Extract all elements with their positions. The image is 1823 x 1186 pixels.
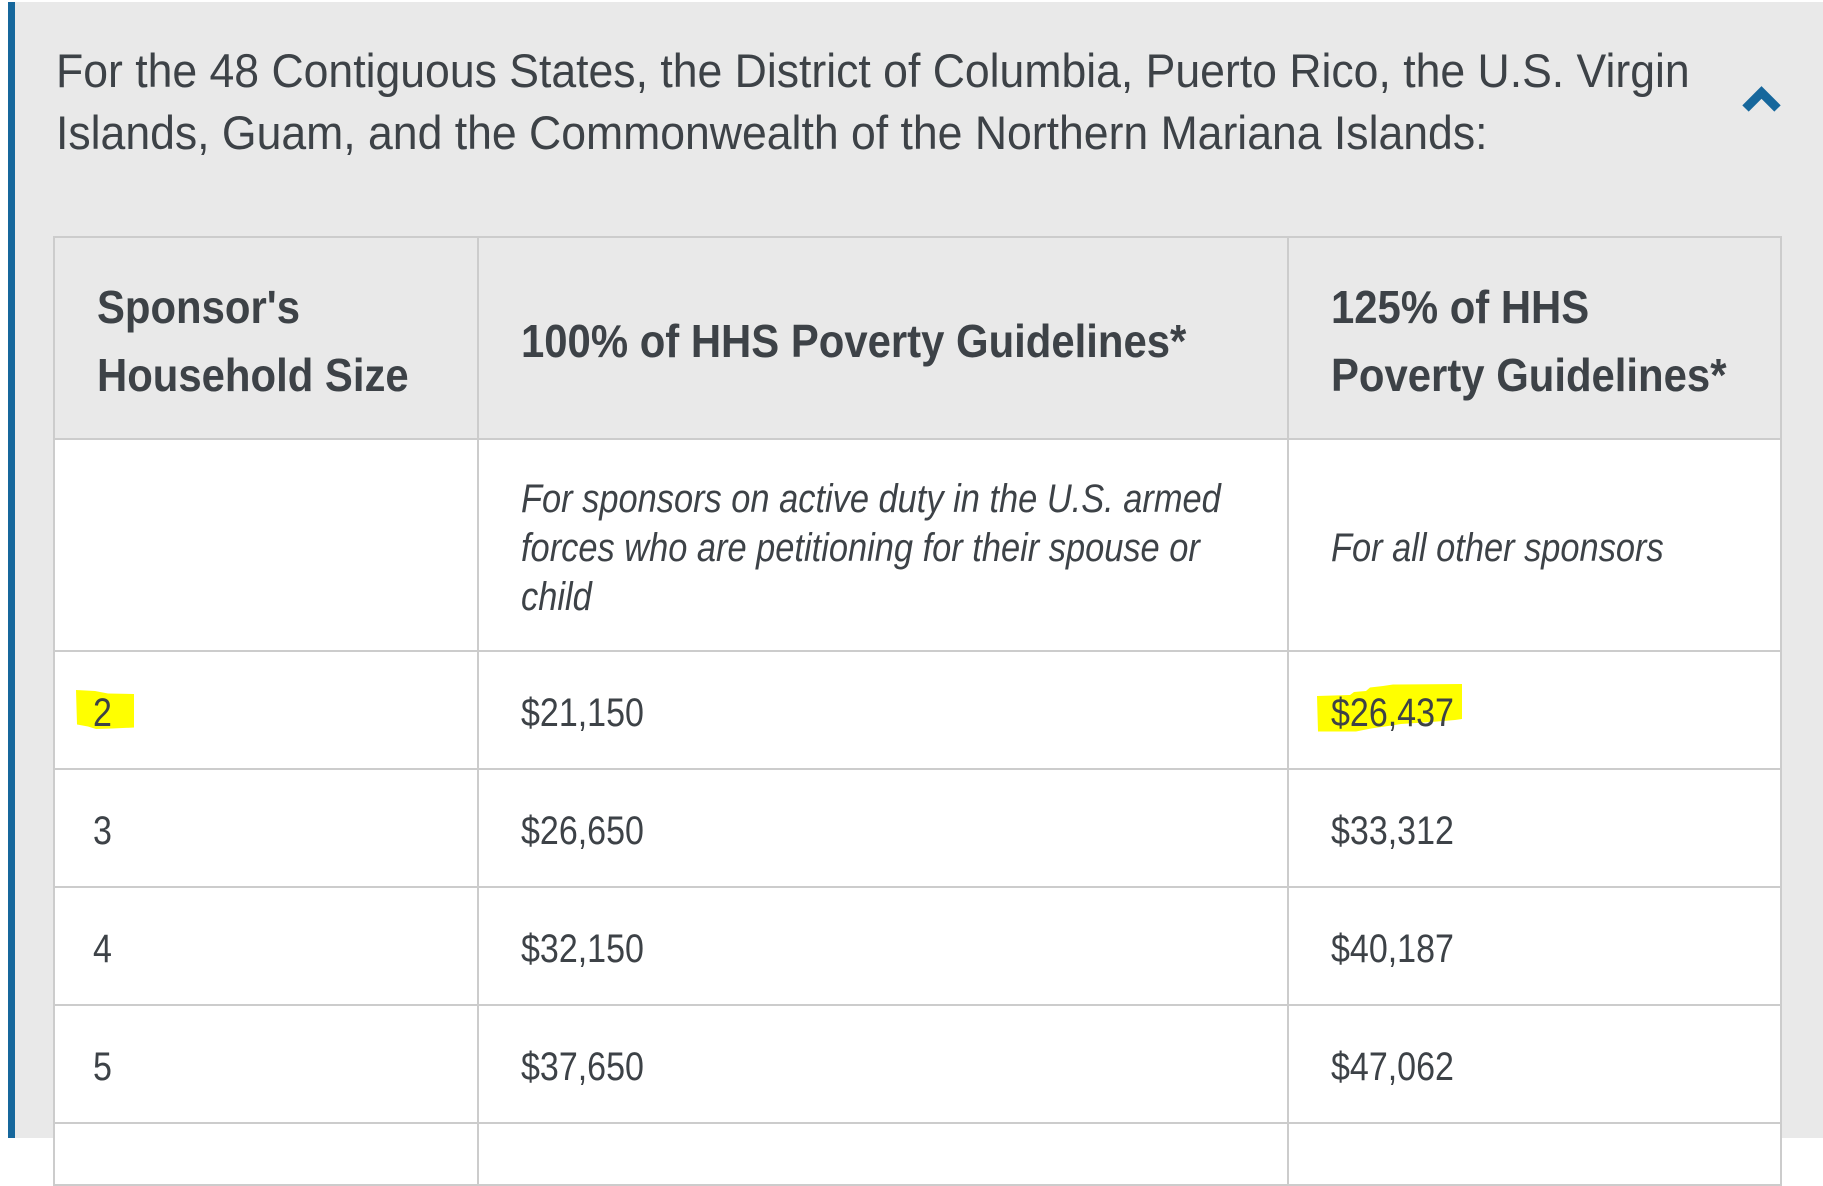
accordion-heading: For the 48 Contiguous States, the Distri… — [56, 44, 1690, 159]
cell-125pct-size-3: $33,312 — [1289, 770, 1780, 886]
collapse-accordion-button[interactable] — [1726, 73, 1796, 127]
chevron-up-icon — [1741, 86, 1781, 112]
cell-100pct-size-next — [479, 1124, 1287, 1184]
cell-125pct-size-4: $40,187 — [1289, 888, 1780, 1004]
cell-100pct-size-5: $37,650 — [479, 1006, 1287, 1122]
accent-bar — [8, 2, 15, 1138]
table-subheader-empty — [55, 440, 477, 650]
poverty-guidelines-table: Sponsor's Household Size 100% of HHS Pov… — [53, 236, 1782, 1186]
table-subheader-all-other: For all other sponsors — [1289, 440, 1780, 650]
table-subheader-active-duty: For sponsors on active duty in the U.S. … — [479, 440, 1287, 650]
table-header-125-percent: 125% of HHS Poverty Guidelines* — [1289, 238, 1780, 438]
cell-household-size-5: 5 — [55, 1006, 477, 1122]
cell-household-size-3: 3 — [55, 770, 477, 886]
cell-household-size-2: 2 — [55, 652, 477, 768]
table-header-100-percent: 100% of HHS Poverty Guidelines* — [479, 238, 1287, 438]
cell-100pct-size-2: $21,150 — [479, 652, 1287, 768]
table-header-household-size: Sponsor's Household Size — [55, 238, 477, 438]
cell-100pct-size-3: $26,650 — [479, 770, 1287, 886]
cell-100pct-size-4: $32,150 — [479, 888, 1287, 1004]
cell-125pct-size-next — [1289, 1124, 1780, 1184]
cell-household-size-next — [55, 1124, 477, 1184]
cell-household-size-4: 4 — [55, 888, 477, 1004]
cell-125pct-size-2: $26,437 — [1289, 652, 1780, 768]
cell-125pct-size-5: $47,062 — [1289, 1006, 1780, 1122]
